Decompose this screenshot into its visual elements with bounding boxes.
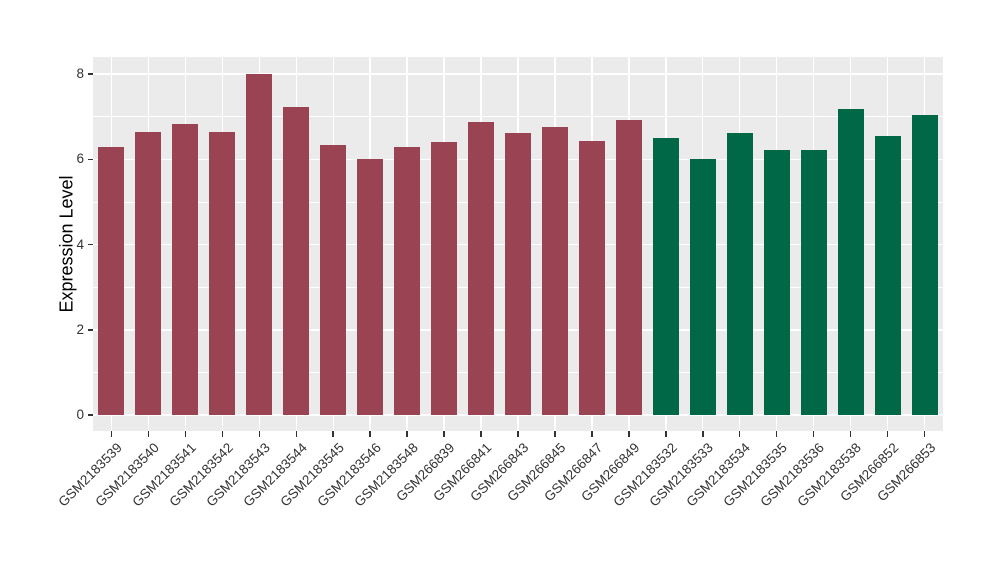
y-tick-mark: [88, 158, 93, 161]
bar-GSM2183536: [800, 149, 827, 415]
bar-GSM2183532: [652, 137, 679, 415]
bar-GSM2183539: [98, 147, 125, 415]
bar-GSM2183545: [320, 145, 347, 415]
bar-GSM266849: [615, 119, 642, 415]
y-tick-label: 6: [76, 151, 84, 167]
x-tick-mark: [184, 431, 187, 437]
bar-GSM2183534: [726, 133, 753, 415]
x-tick-mark: [591, 431, 593, 437]
x-tick-mark: [554, 431, 556, 437]
bar-GSM2183546: [357, 158, 384, 415]
bar-GSM266841: [468, 121, 495, 415]
x-tick-mark: [923, 431, 926, 437]
bar-GSM2183535: [763, 149, 790, 415]
bar-GSM266839: [431, 142, 458, 415]
x-tick-mark: [517, 431, 519, 437]
x-tick-mark: [258, 431, 261, 437]
plot-panel: [93, 57, 943, 431]
y-tick-label: 0: [76, 407, 84, 422]
x-tick-mark: [738, 431, 741, 437]
bar-GSM2183548: [394, 146, 421, 415]
x-tick-mark: [369, 431, 371, 437]
x-tick-mark: [628, 431, 630, 437]
y-tick-label: 4: [76, 236, 84, 252]
bar-GSM2183540: [135, 131, 162, 415]
bar-GSM266853: [911, 115, 938, 415]
y-tick-label: 8: [76, 66, 84, 82]
bar-GSM266852: [874, 135, 901, 415]
bar-GSM266845: [541, 127, 568, 415]
x-tick-mark: [480, 431, 482, 437]
x-tick-mark: [295, 431, 297, 437]
x-tick-mark: [665, 431, 667, 437]
x-tick-mark: [406, 431, 408, 437]
y-tick-mark: [88, 414, 93, 416]
x-tick-mark: [702, 431, 704, 437]
x-tick-mark: [812, 431, 815, 437]
bar-GSM266843: [505, 133, 531, 415]
x-tick-mark: [886, 431, 889, 437]
y-tick-mark: [88, 73, 93, 75]
bar-GSM2183533: [689, 158, 716, 415]
bar-GSM2183544: [283, 107, 310, 415]
x-tick-mark: [221, 431, 224, 437]
x-tick-mark: [147, 431, 150, 437]
bar-GSM266847: [578, 140, 605, 415]
y-tick-mark: [88, 329, 93, 331]
bar-GSM2183541: [172, 124, 199, 415]
bar-GSM2183543: [246, 73, 273, 415]
y-tick-label: 2: [76, 321, 84, 337]
x-tick-mark: [775, 431, 778, 437]
y-tick-mark: [88, 243, 93, 246]
x-tick-mark: [443, 431, 445, 437]
bar-GSM2183542: [209, 132, 236, 415]
x-tick-mark: [332, 431, 334, 437]
x-tick-mark: [849, 431, 852, 437]
bar-GSM2183538: [837, 108, 864, 415]
x-tick-mark: [110, 431, 113, 437]
